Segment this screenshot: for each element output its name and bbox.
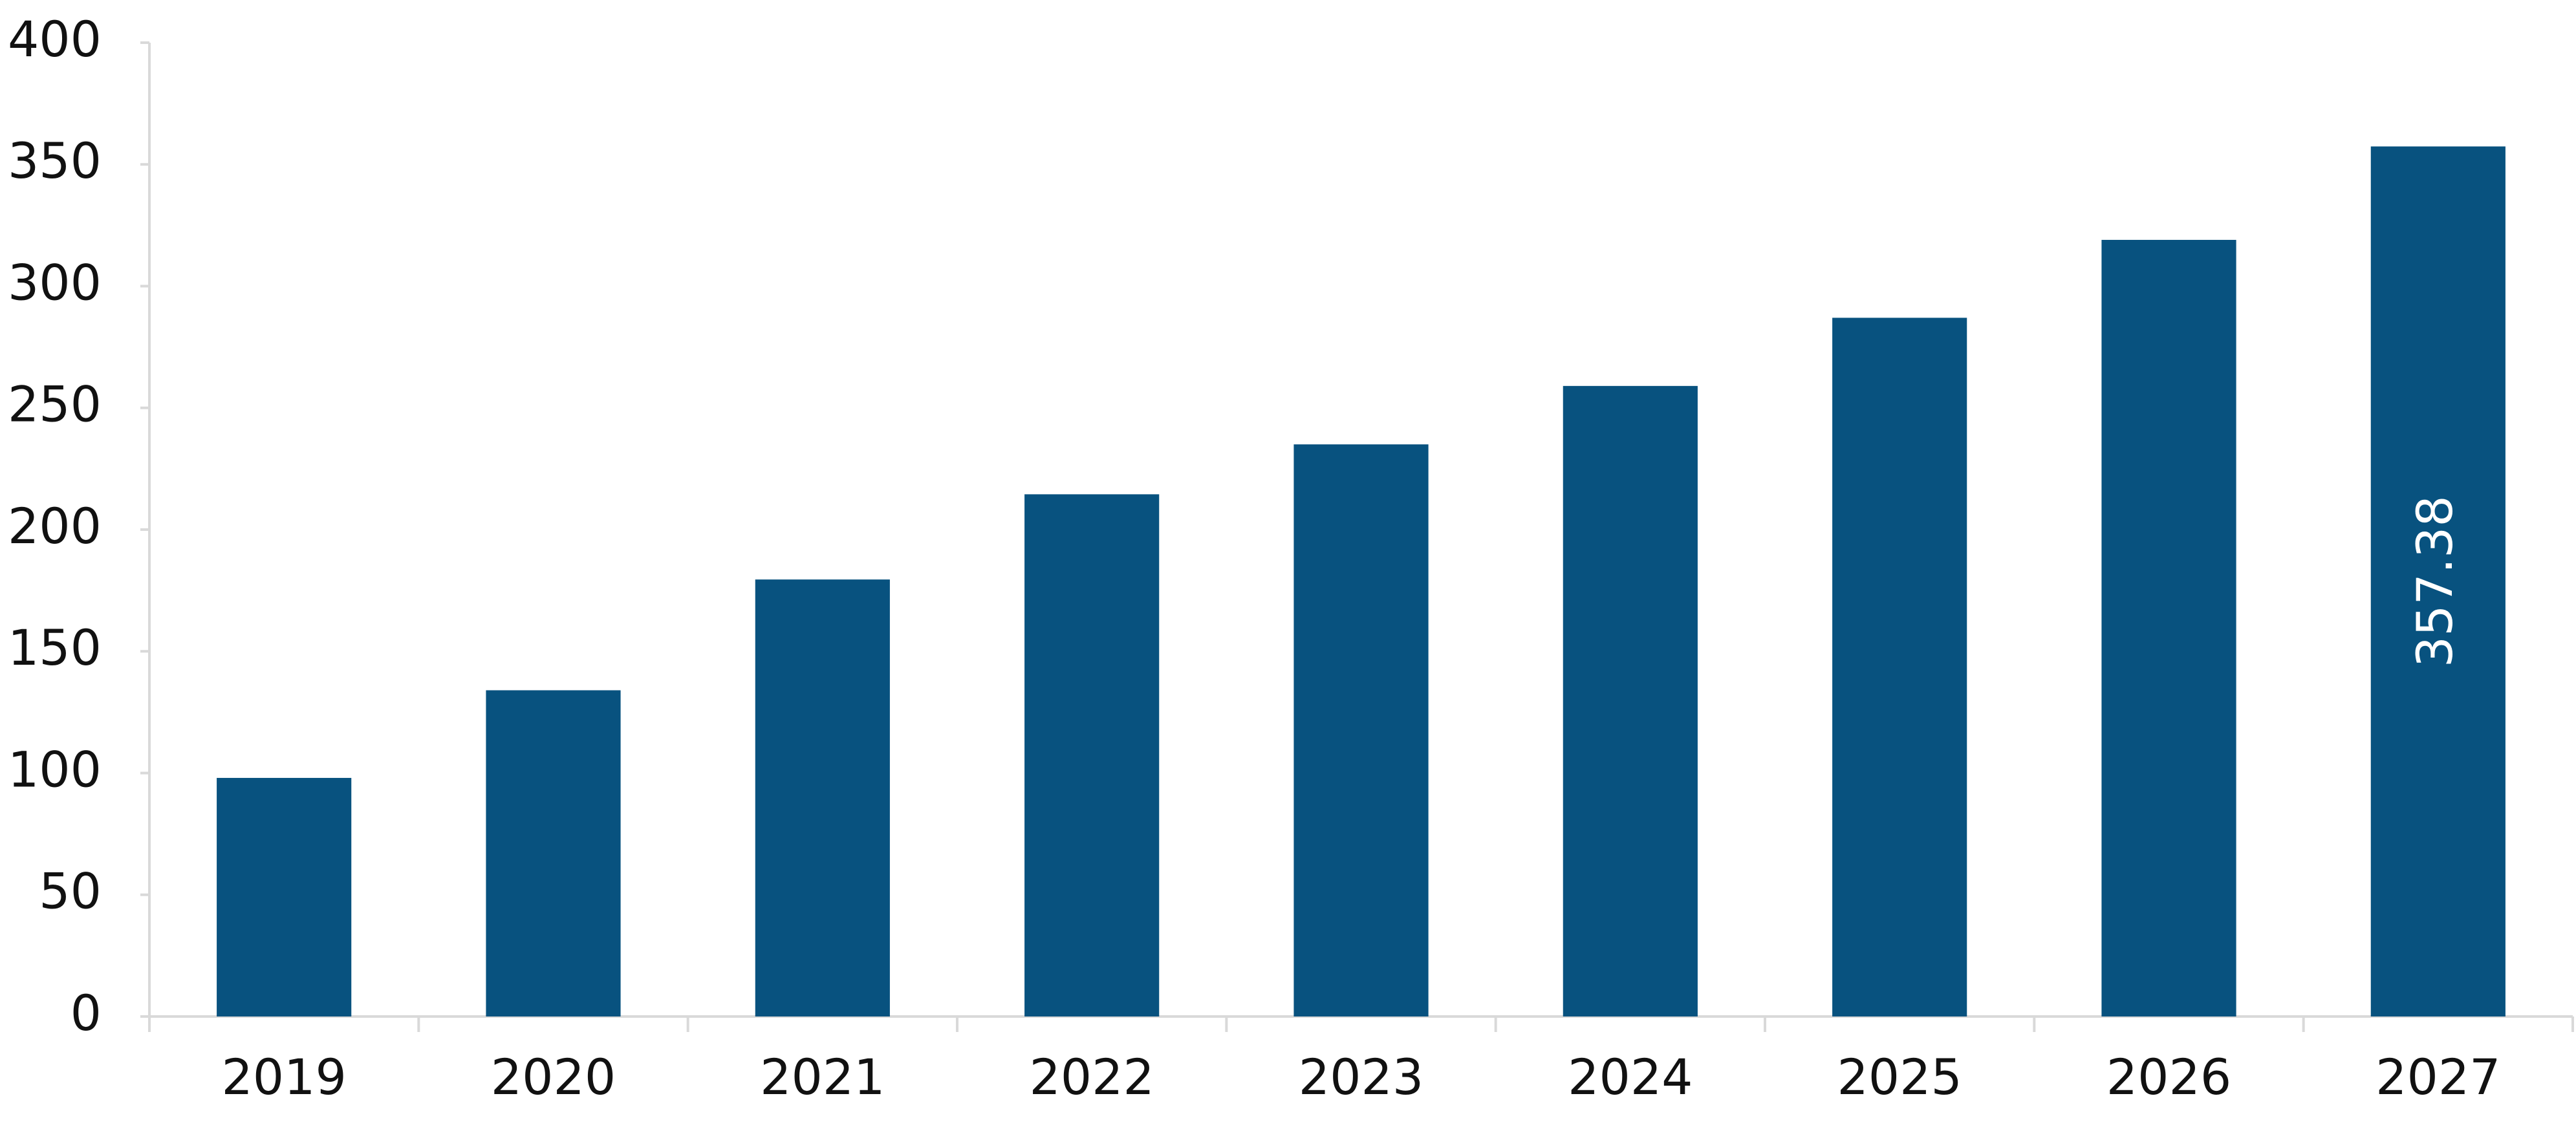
bar: [1024, 494, 1160, 1016]
bar: [1293, 444, 1429, 1016]
bar: [755, 579, 890, 1016]
y-tick-label: 300: [8, 253, 102, 311]
y-tick-label: 150: [8, 619, 102, 676]
x-tick-label: 2024: [1568, 1048, 1693, 1106]
bar: [486, 690, 621, 1016]
y-tick-label: 0: [70, 984, 102, 1042]
bar: [1832, 317, 1967, 1016]
bar: [2101, 239, 2236, 1017]
y-tick-label: 350: [8, 132, 102, 189]
x-tick-label: 2025: [1837, 1048, 1962, 1106]
x-tick-label: 2026: [2106, 1048, 2231, 1106]
y-tick-label: 250: [8, 376, 102, 433]
y-tick-label: 50: [39, 863, 102, 920]
x-tick-label: 2020: [491, 1048, 616, 1106]
bar: [1563, 385, 1698, 1016]
x-tick-label: 2019: [221, 1048, 346, 1106]
x-tick-label: 2022: [1029, 1048, 1154, 1106]
y-tick-label: 100: [8, 740, 102, 798]
value-label: 357.38: [2406, 495, 2463, 667]
bar: [2370, 146, 2506, 1016]
y-tick-label: 200: [8, 497, 102, 555]
x-tick-label: 2021: [760, 1048, 885, 1106]
x-tick-label: 2027: [2376, 1048, 2500, 1106]
y-tick-label: 400: [8, 10, 102, 68]
bar: [217, 778, 352, 1016]
x-tick-label: 2023: [1299, 1048, 1423, 1106]
